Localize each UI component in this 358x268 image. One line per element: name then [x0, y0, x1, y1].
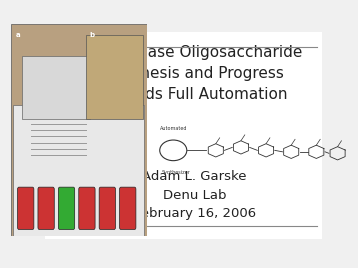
- Text: Automated: Automated: [160, 126, 187, 131]
- Text: a: a: [16, 32, 21, 38]
- FancyBboxPatch shape: [79, 187, 95, 229]
- FancyBboxPatch shape: [38, 187, 54, 229]
- Text: February 16, 2006: February 16, 2006: [134, 207, 256, 220]
- Text: Synthesizer: Synthesizer: [162, 170, 190, 175]
- FancyBboxPatch shape: [58, 187, 75, 229]
- FancyBboxPatch shape: [120, 187, 136, 229]
- FancyBboxPatch shape: [86, 35, 143, 120]
- FancyBboxPatch shape: [11, 24, 147, 236]
- Text: Solid-Phase Oligosaccharide: Solid-Phase Oligosaccharide: [86, 45, 303, 60]
- FancyBboxPatch shape: [18, 187, 34, 229]
- Text: Adam L. Garske: Adam L. Garske: [142, 170, 247, 183]
- Text: Denu Lab: Denu Lab: [163, 189, 226, 202]
- FancyBboxPatch shape: [21, 56, 90, 120]
- FancyBboxPatch shape: [99, 187, 116, 229]
- FancyBboxPatch shape: [14, 105, 144, 236]
- Text: Synthesis and Progress: Synthesis and Progress: [106, 66, 284, 81]
- Text: Towards Full Automation: Towards Full Automation: [101, 87, 288, 102]
- FancyBboxPatch shape: [45, 32, 322, 239]
- Text: b: b: [90, 32, 95, 38]
